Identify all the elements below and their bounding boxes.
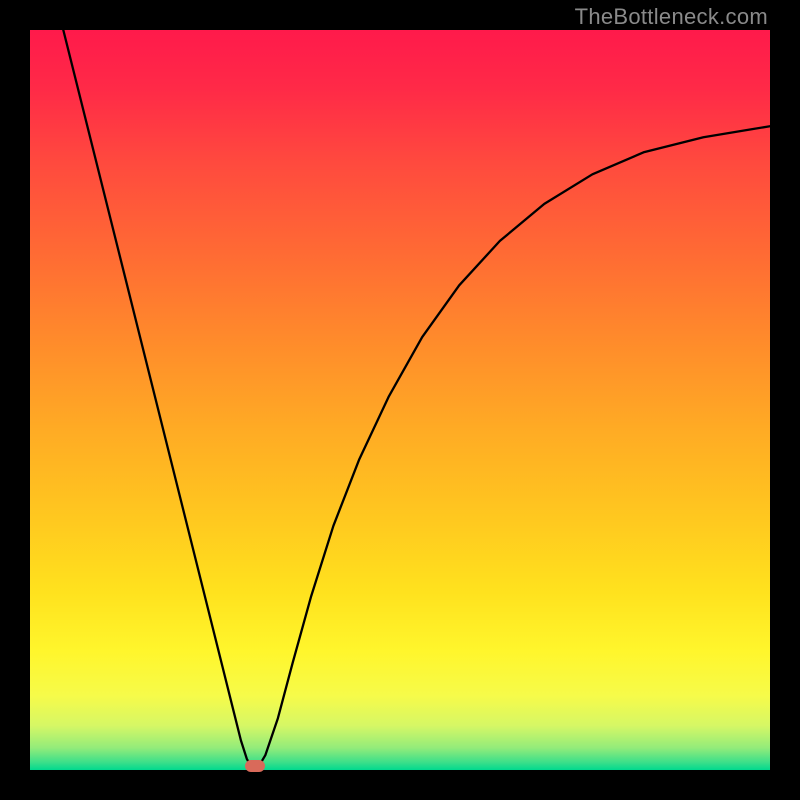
minimum-marker — [245, 760, 265, 772]
watermark-text: TheBottleneck.com — [575, 4, 768, 30]
chart-container: TheBottleneck.com — [0, 0, 800, 800]
bottleneck-curve — [30, 30, 770, 770]
plot-area — [30, 30, 770, 770]
